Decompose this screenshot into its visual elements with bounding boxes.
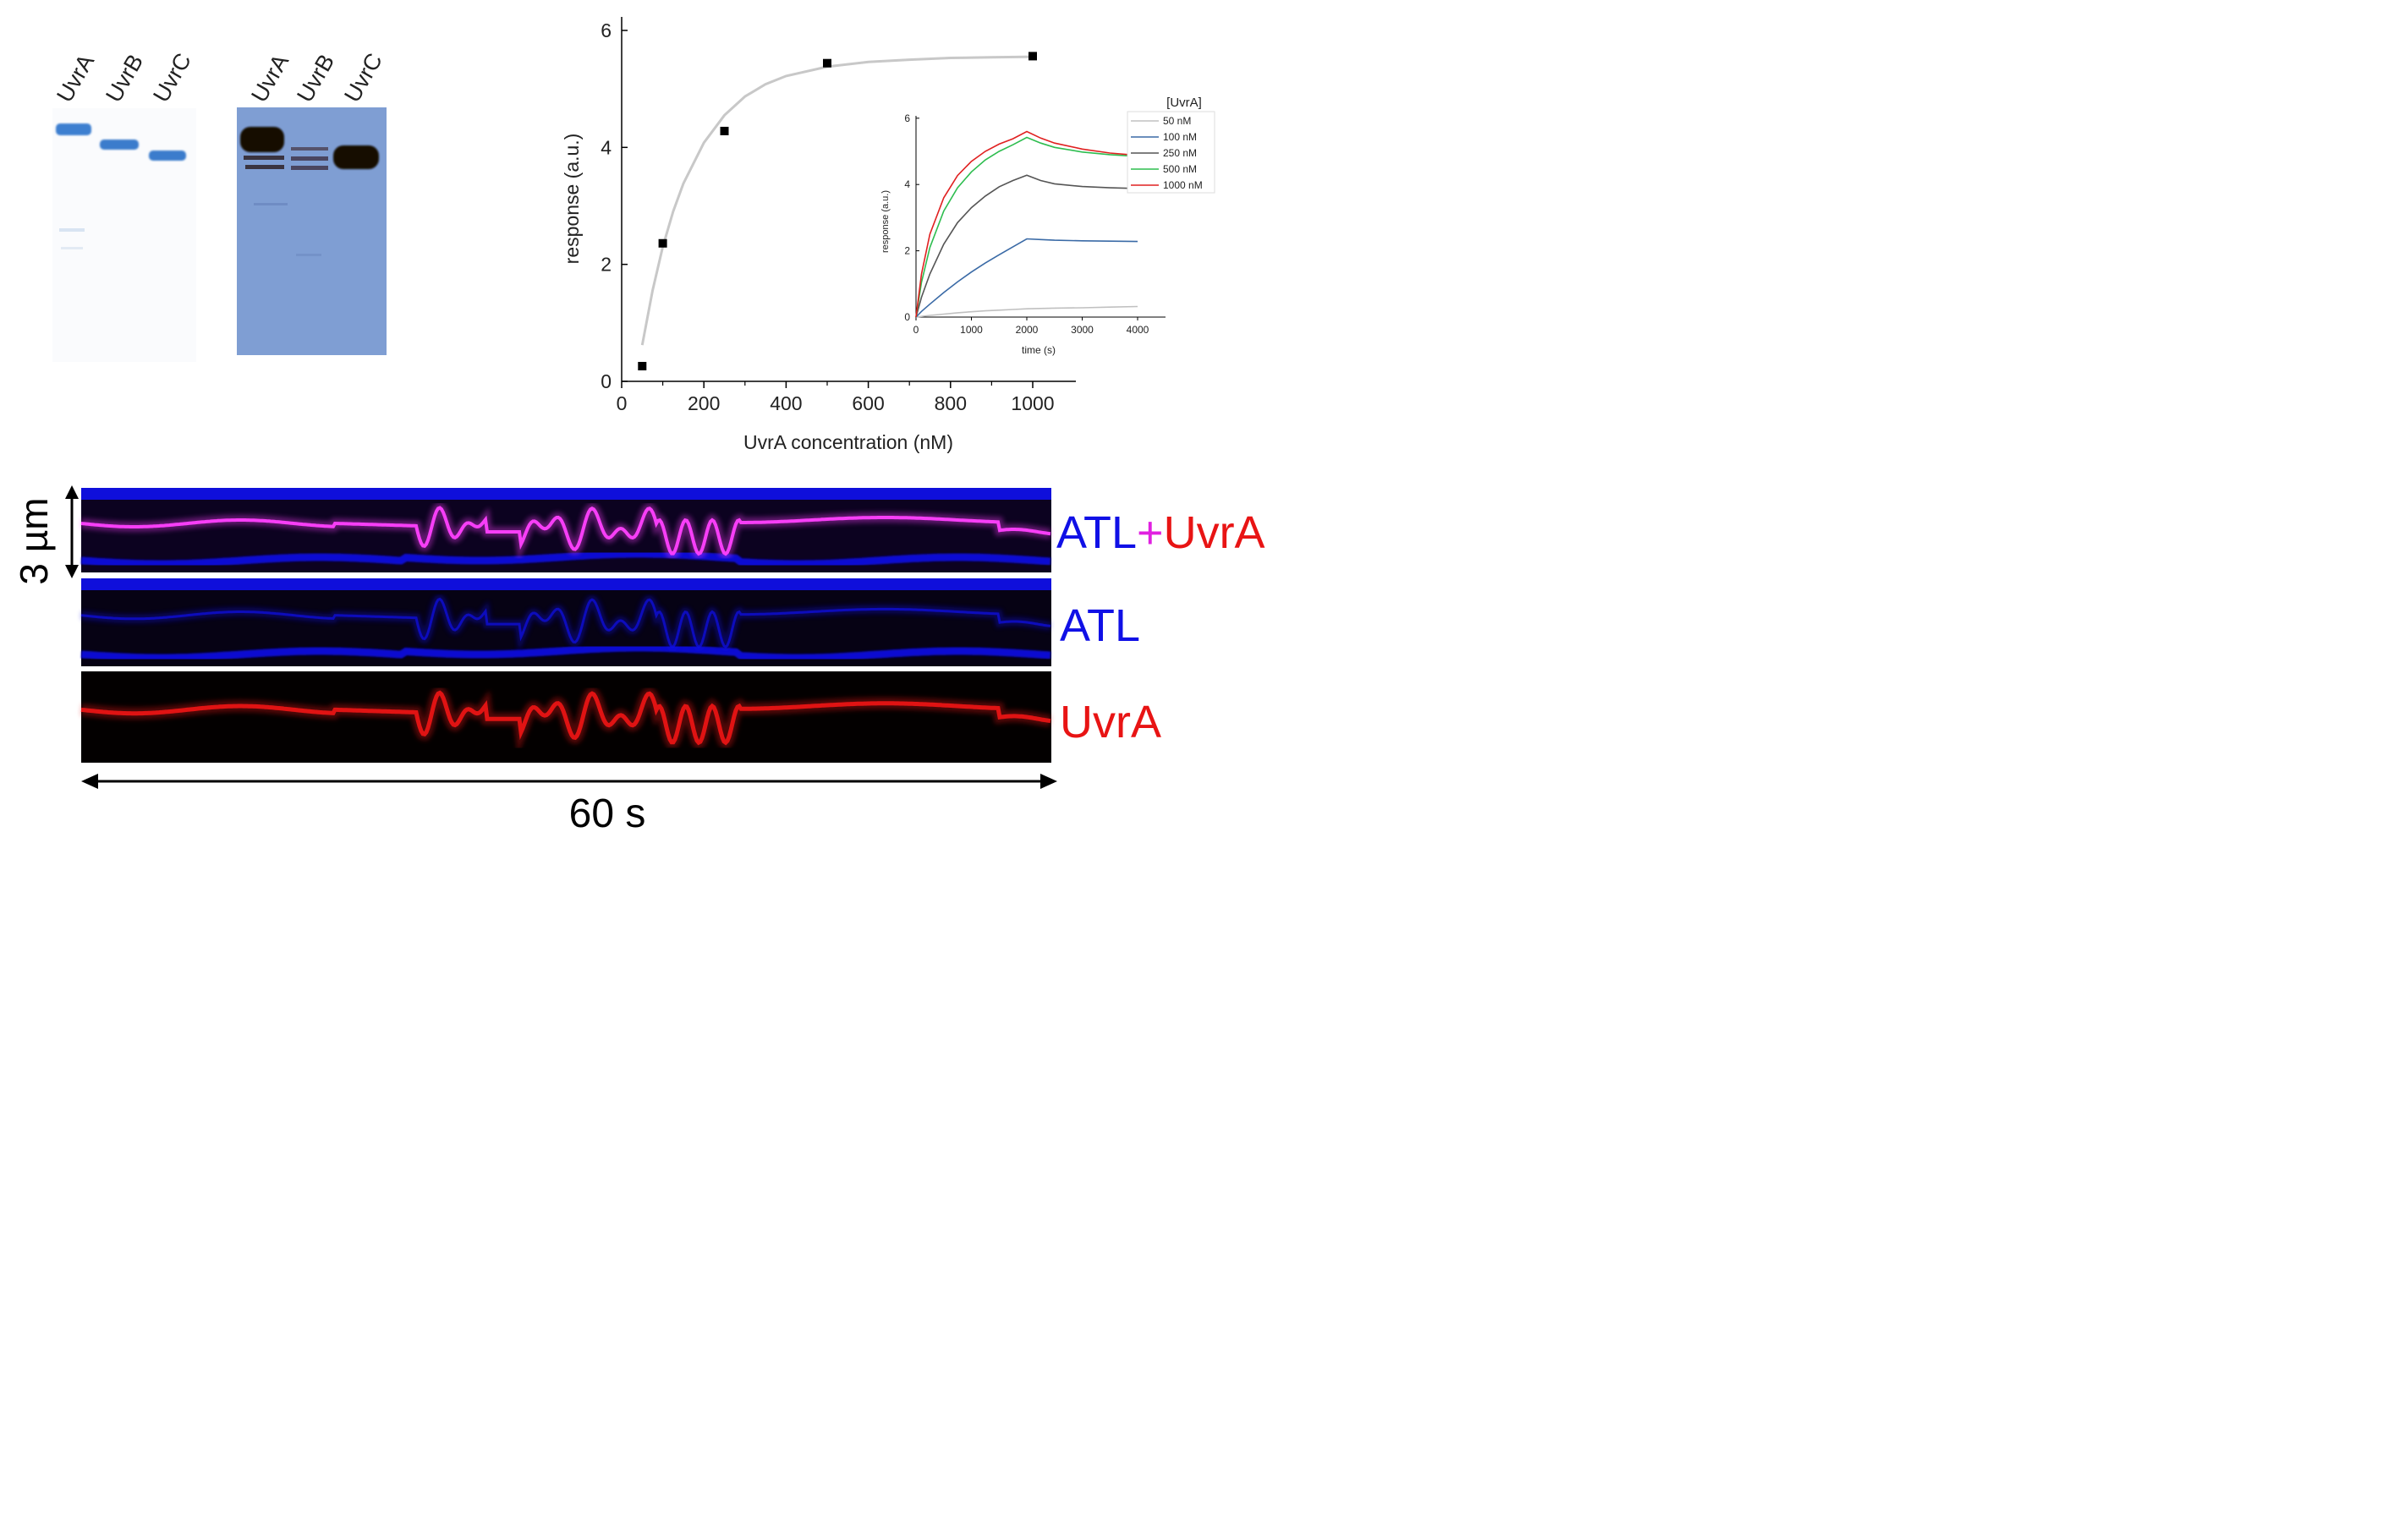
gel-band bbox=[100, 140, 139, 150]
inset-series-line bbox=[915, 136, 1138, 318]
dna-bottom-edge bbox=[80, 550, 1051, 568]
kymograph-uvra-traces bbox=[80, 686, 1052, 754]
inset-x-tick-label: 4000 bbox=[1127, 324, 1149, 336]
inset-legend-label: 500 nM bbox=[1163, 163, 1197, 175]
gel-band bbox=[240, 127, 284, 152]
protein-trace bbox=[80, 597, 1051, 649]
inset-legend-label: 1000 nM bbox=[1163, 179, 1203, 191]
inset-y-tick-label: 4 bbox=[904, 178, 910, 190]
arrowhead-left-icon bbox=[81, 774, 98, 789]
fit-curve bbox=[640, 55, 1034, 346]
inset-y-tick-label: 2 bbox=[904, 245, 910, 257]
inset-series-line bbox=[915, 174, 1138, 318]
channel-label-uvra: UvrA bbox=[1060, 697, 1161, 747]
data-point bbox=[1028, 52, 1037, 61]
inset-legend-title: [UvrA] bbox=[1166, 96, 1202, 110]
gel-right-lane-label: UvrB bbox=[292, 50, 339, 107]
inset-series-line bbox=[915, 130, 1138, 318]
gel-left-lane-label: UvrA bbox=[52, 50, 99, 107]
gel-smear bbox=[254, 203, 288, 205]
dna-top-edge bbox=[81, 488, 1051, 500]
channel-label-uvra-part: UvrA bbox=[1164, 507, 1265, 558]
channel-label-atl: ATL bbox=[1060, 600, 1140, 651]
inset-legend: 50 nM 100 nM 250 nM 500 nM 1000 nM bbox=[1131, 115, 1203, 191]
x-tick-label: 800 bbox=[935, 392, 967, 414]
gel-band bbox=[291, 166, 328, 170]
x-tick-label: 600 bbox=[852, 392, 884, 414]
dna-bottom-edge bbox=[80, 643, 1051, 662]
inset-x-axis-label: time (s) bbox=[1022, 344, 1056, 356]
x-tick-label: 1000 bbox=[1011, 392, 1054, 414]
kymograph-merged-traces bbox=[80, 488, 1051, 568]
inset-x-ticks: 0 1000 2000 3000 4000 bbox=[913, 317, 1149, 336]
y-tick-label: 0 bbox=[601, 370, 612, 392]
data-point bbox=[658, 238, 667, 248]
protein-trace bbox=[80, 690, 1051, 746]
arrowhead-up-icon bbox=[65, 485, 79, 499]
y-tick-label: 6 bbox=[601, 19, 612, 41]
gel-right-lane-label: UvrA bbox=[246, 50, 293, 107]
gel-panels: UvrA UvrB UvrC UvrA UvrB UvrC bbox=[52, 49, 387, 362]
inset-x-tick-label: 2000 bbox=[1016, 324, 1039, 336]
gel-band bbox=[333, 145, 379, 169]
inset-legend-label: 50 nM bbox=[1163, 115, 1191, 127]
inset-y-tick-label: 6 bbox=[904, 112, 910, 124]
gel-faint-band bbox=[61, 247, 83, 249]
gel-band bbox=[149, 151, 186, 161]
inset-x-tick-label: 1000 bbox=[960, 324, 983, 336]
scale-bar-vertical-label: 3 µm bbox=[12, 497, 56, 584]
inset-legend-label: 100 nM bbox=[1163, 131, 1197, 143]
inset-x-tick-label: 3000 bbox=[1071, 324, 1094, 336]
gel-smear bbox=[296, 254, 321, 256]
inset-legend-box bbox=[1127, 111, 1215, 194]
gel-left-lane-label: UvrC bbox=[148, 49, 196, 107]
x-tick-label: 400 bbox=[770, 392, 802, 414]
gel-band bbox=[244, 156, 284, 160]
gel-band bbox=[56, 123, 91, 135]
inset-y-ticks: 0 2 4 6 bbox=[904, 112, 919, 323]
gel-left-lane-label: UvrB bbox=[101, 50, 148, 107]
protein-trace bbox=[80, 506, 1051, 556]
x-tick-label: 0 bbox=[617, 392, 628, 414]
data-point bbox=[720, 126, 729, 135]
kymograph-panels: 3 µm 60 s ATL+UvrA ATL UvrA bbox=[12, 485, 1265, 836]
gel-faint-band bbox=[59, 228, 85, 232]
channel-label-merged: ATL+UvrA bbox=[1056, 507, 1265, 558]
channel-label-plus: + bbox=[1137, 507, 1164, 558]
dna-top-edge bbox=[81, 578, 1051, 590]
inset-series bbox=[915, 130, 1138, 318]
arrowhead-right-icon bbox=[1040, 774, 1057, 789]
inset-y-axis-label: response (a.u.) bbox=[880, 190, 891, 253]
y-ticks: 0 2 4 6 bbox=[601, 19, 628, 392]
inset-series-line bbox=[915, 305, 1138, 318]
y-axis-label: response (a.u.) bbox=[561, 134, 583, 265]
kymograph-atl-traces bbox=[80, 578, 1051, 662]
x-axis-label: UvrA concentration (nM) bbox=[743, 431, 953, 453]
inset-kinetics-chart: 0 2 4 6 0 1000 2000 3000 4000 response (a.u.) t… bbox=[880, 96, 1215, 356]
y-tick-label: 4 bbox=[601, 136, 612, 158]
gel-band bbox=[291, 156, 328, 161]
x-ticks: 0 200 400 600 800 1000 bbox=[617, 381, 1055, 414]
channel-label-atl-part: ATL bbox=[1056, 507, 1137, 558]
gel-band bbox=[245, 165, 284, 169]
data-point bbox=[823, 58, 831, 68]
inset-legend-label: 250 nM bbox=[1163, 147, 1197, 159]
inset-x-tick-label: 0 bbox=[913, 324, 919, 336]
gel-right-lane-label: UvrC bbox=[339, 49, 387, 107]
arrowhead-down-icon bbox=[65, 565, 79, 578]
inset-y-tick-label: 0 bbox=[904, 311, 910, 323]
data-point bbox=[638, 362, 647, 371]
x-tick-label: 200 bbox=[688, 392, 720, 414]
scale-bar-horizontal-label: 60 s bbox=[569, 791, 646, 836]
gel-band bbox=[291, 147, 328, 151]
inset-series-line bbox=[915, 238, 1138, 318]
y-tick-label: 2 bbox=[601, 254, 612, 276]
data-points bbox=[638, 52, 1037, 371]
